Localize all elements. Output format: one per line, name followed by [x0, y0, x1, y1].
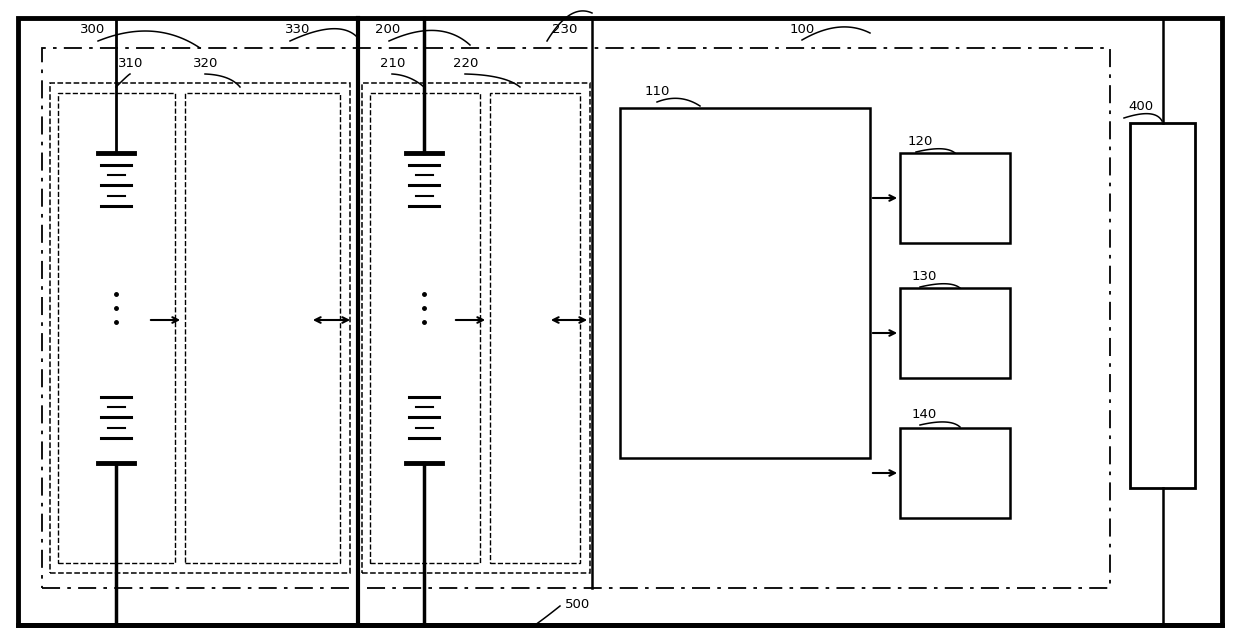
Text: 300: 300 [81, 23, 105, 36]
Text: 330: 330 [285, 23, 310, 36]
Bar [50, 83, 350, 573]
Text: 140: 140 [911, 408, 937, 421]
Text: 230: 230 [552, 23, 578, 36]
Bar [620, 108, 870, 458]
Bar [58, 93, 175, 563]
Text: 100: 100 [790, 23, 815, 36]
Bar [900, 288, 1011, 378]
Text: 320: 320 [193, 57, 218, 70]
Text: 200: 200 [374, 23, 401, 36]
Text: 110: 110 [645, 85, 671, 98]
Text: 400: 400 [1128, 100, 1153, 113]
Bar [900, 153, 1011, 243]
Text: 220: 220 [453, 57, 479, 70]
Bar [42, 48, 1110, 588]
Bar [490, 93, 580, 563]
Bar [900, 428, 1011, 518]
Text: 210: 210 [379, 57, 405, 70]
Text: 120: 120 [908, 135, 934, 148]
Text: 310: 310 [118, 57, 144, 70]
Text: 130: 130 [911, 270, 937, 283]
Bar [370, 93, 480, 563]
Bar [362, 83, 590, 573]
Bar [1130, 123, 1195, 488]
Text: 500: 500 [565, 598, 590, 611]
Bar [185, 93, 340, 563]
